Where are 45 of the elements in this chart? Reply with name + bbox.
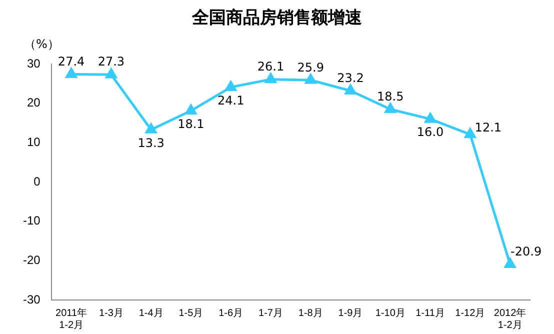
x-tick-label: 1-11月 <box>416 308 445 319</box>
y-tick-label: -10 <box>23 214 41 228</box>
point <box>464 128 476 138</box>
x-tick-label: 1-5月 <box>178 308 204 319</box>
x-tick-label: 1-4月 <box>138 308 164 319</box>
y-tick-label: 10 <box>26 134 41 149</box>
x-tick-label: 2012年 1-2月 <box>494 306 526 331</box>
y-axis-title: （%） <box>24 36 60 53</box>
data-label: 23.2 <box>337 70 364 85</box>
y-tick-label: -20 <box>23 252 41 267</box>
data-label: 26.1 <box>257 59 284 74</box>
chart-title: 全国商品房销售额增速 <box>190 7 363 29</box>
y-tick-label: 20 <box>26 96 41 110</box>
data-label: 18.1 <box>178 116 204 131</box>
point <box>424 112 436 123</box>
point <box>145 123 157 134</box>
point <box>106 68 117 78</box>
data-label: 12.1 <box>474 120 502 135</box>
point <box>344 84 356 94</box>
data-label: 18.5 <box>377 89 404 104</box>
point <box>384 102 396 113</box>
data-label: 27.3 <box>98 54 125 69</box>
y-tick-label: 0 <box>34 174 41 188</box>
x-tick-label: 1-6月 <box>218 308 244 319</box>
x-tick-label: 1-8月 <box>298 308 323 319</box>
point <box>305 74 316 84</box>
point <box>265 73 276 84</box>
x-tick-label: 1-10月 <box>375 308 406 319</box>
data-label: 16.0 <box>416 125 444 140</box>
data-label: 25.9 <box>297 60 324 74</box>
data-label: -20.9 <box>510 244 542 258</box>
data-label: 27.4 <box>58 54 85 68</box>
point <box>66 68 77 78</box>
x-tick-label: 1-3月 <box>98 308 124 319</box>
x-tick-label: 2011年 1-2月 <box>56 306 88 331</box>
y-tick-label: 30 <box>26 56 41 70</box>
data-label: 13.3 <box>138 136 164 150</box>
x-tick-label: 1-7月 <box>258 308 283 319</box>
point <box>225 80 236 91</box>
point <box>185 104 197 115</box>
x-tick-label: 1-9月 <box>338 308 363 319</box>
data-label: 24.1 <box>217 93 244 108</box>
x-tick-label: 1-12月 <box>455 308 486 319</box>
y-tick-label: -30 <box>23 292 41 306</box>
point <box>504 258 516 268</box>
